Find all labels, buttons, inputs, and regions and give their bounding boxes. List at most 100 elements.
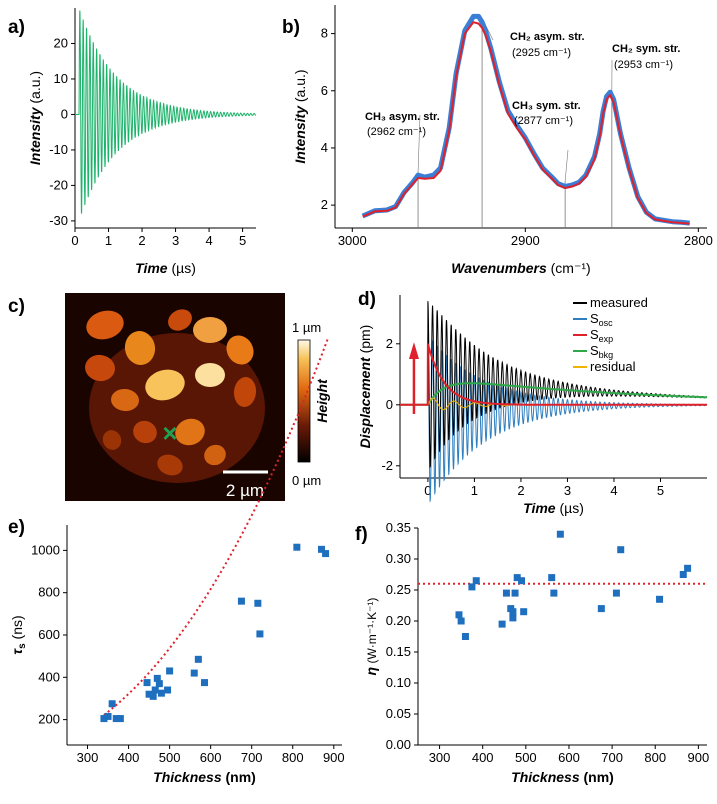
x-tick-label: 0 [424, 483, 431, 498]
scalebar-label: 2 µm [226, 481, 264, 500]
y-tick-label: 0.35 [386, 520, 411, 535]
x-tick-label: 1 [471, 483, 478, 498]
data-point [293, 543, 301, 551]
data-point [143, 679, 151, 687]
y-tick-label: 0.05 [386, 706, 411, 721]
y-tick-label: 0.30 [386, 551, 411, 566]
data-point [166, 667, 174, 675]
y-tick-label: 0.10 [386, 675, 411, 690]
y-tick-label: 0.00 [386, 737, 411, 752]
legend-label: Sexp [590, 327, 613, 344]
y-tick-label: 0.25 [386, 582, 411, 597]
x-tick-label: 700 [241, 750, 263, 765]
afm-flake [111, 388, 139, 412]
fit-curve [103, 338, 329, 716]
afm-flake [133, 420, 157, 444]
y-tick-label: 800 [38, 585, 60, 600]
afm-flake [195, 363, 225, 387]
annotation-label: CH₂ asym. str. [510, 31, 585, 43]
data-point [518, 577, 526, 585]
annotation-label: CH₃ sym. str. [512, 100, 581, 112]
y-tick-label: -2 [381, 458, 393, 473]
data-point [116, 715, 124, 723]
data-point [201, 679, 208, 687]
y-tick-label: -20 [49, 177, 68, 192]
x-axis-label: Time (µs) [523, 500, 584, 516]
data-point [509, 614, 517, 622]
y-tick-label: 600 [38, 627, 60, 642]
afm-flake [157, 454, 183, 476]
y-tick-label: 2 [386, 336, 393, 351]
chart-a-decay: 0 1 2 3 4 5 -30 -20 -10 0 10 20 Time (µs) Intensity (… [27, 8, 257, 276]
series-line [362, 21, 690, 225]
data-point [157, 689, 165, 697]
data-point [256, 630, 264, 638]
afm-flake [175, 418, 205, 446]
panel-label-b: b) [282, 17, 300, 38]
data-point [597, 605, 605, 613]
annotation-label: CH₂ sym. str. [612, 43, 680, 55]
y-tick-label: -10 [49, 142, 68, 157]
x-tick-label: 700 [601, 750, 623, 765]
y-axis-label: η (W·m⁻¹·K⁻¹) [363, 598, 379, 676]
y-tick-label: 400 [38, 669, 60, 684]
data-point [461, 633, 469, 640]
series-line [400, 343, 707, 406]
data-point [511, 589, 519, 597]
legend-label: Sosc [590, 311, 613, 328]
data-point [164, 686, 172, 694]
y-axis-label: Intensity (a.u.) [292, 69, 308, 163]
chart-c-afm-image: × 2 µm 1 µm 0 µm Height [65, 293, 330, 501]
afm-flake [86, 310, 124, 340]
x-tick-label: 3000 [338, 233, 367, 248]
x-axis-label: Thickness (nm) [153, 769, 256, 785]
annotation-leader [564, 149, 569, 182]
data-point [237, 597, 245, 605]
data-point [612, 589, 620, 597]
data-point [548, 574, 556, 582]
x-axis-label: Thickness (nm) [511, 769, 614, 785]
data-point [455, 611, 463, 619]
x-tick-label: 2 [138, 233, 145, 248]
data-point [468, 583, 476, 591]
x-tick-label: 300 [77, 750, 99, 765]
x-tick-label: 800 [282, 750, 304, 765]
x-tick-label: 4 [205, 233, 212, 248]
data-point [513, 574, 521, 582]
data-point [190, 669, 198, 677]
x-tick-label: 2800 [684, 233, 713, 248]
y-tick-label: -30 [49, 213, 68, 228]
x-tick-label: 500 [515, 750, 537, 765]
data-point [153, 674, 161, 682]
y-tick-label: 0 [386, 397, 393, 412]
y-tick-label: 20 [54, 35, 68, 50]
x-tick-label: 400 [472, 750, 494, 765]
x-tick-label: 3 [172, 233, 179, 248]
data-point [684, 564, 692, 572]
data-point [145, 690, 153, 698]
data-point [155, 680, 163, 688]
arrow-head [408, 342, 419, 360]
y-tick-label: 4 [321, 140, 328, 155]
data-point [254, 599, 262, 607]
legend-label: Sbkg [590, 343, 613, 360]
data-point [679, 571, 687, 578]
data-point [149, 692, 157, 700]
afm-flake [193, 317, 227, 343]
x-tick-label: 300 [429, 750, 451, 765]
x-tick-label: 5 [239, 233, 246, 248]
y-tick-label: 1000 [31, 542, 60, 557]
data-point [656, 595, 664, 603]
chart-b-spectrum: 3000 2900 2800 2 4 6 8 CH₃ asym. str. (2962 cm⁻¹… [292, 5, 713, 276]
y-tick-label: 0.20 [386, 613, 411, 628]
data-point [100, 715, 108, 723]
colorbar-min-label: 0 µm [292, 473, 321, 488]
x-tick-label: 1 [105, 233, 112, 248]
x-tick-label: 2900 [511, 233, 540, 248]
x-tick-label: 900 [323, 750, 345, 765]
data-point [151, 686, 159, 694]
annotation-value: (2877 cm⁻¹) [514, 115, 573, 127]
afm-flake [145, 369, 185, 401]
data-point [194, 655, 202, 663]
